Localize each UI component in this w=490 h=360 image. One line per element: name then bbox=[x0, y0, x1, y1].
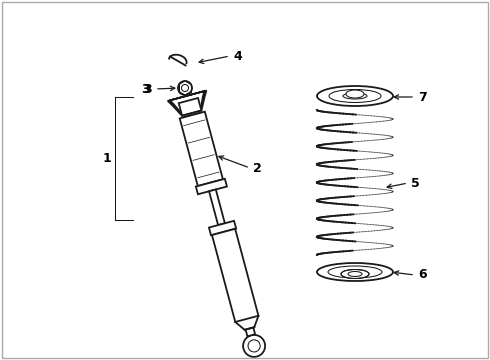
Ellipse shape bbox=[346, 90, 364, 98]
Polygon shape bbox=[209, 221, 236, 235]
Text: 2: 2 bbox=[253, 162, 262, 175]
Polygon shape bbox=[209, 189, 225, 225]
Ellipse shape bbox=[317, 86, 393, 106]
Polygon shape bbox=[196, 179, 227, 194]
Ellipse shape bbox=[317, 263, 393, 281]
Polygon shape bbox=[168, 91, 206, 116]
Text: 3: 3 bbox=[142, 82, 150, 95]
Circle shape bbox=[178, 81, 192, 95]
Text: 4: 4 bbox=[233, 50, 242, 63]
Circle shape bbox=[243, 335, 265, 357]
Text: 3: 3 bbox=[144, 82, 152, 95]
Text: 6: 6 bbox=[418, 269, 427, 282]
Polygon shape bbox=[184, 111, 200, 117]
Text: 1: 1 bbox=[102, 152, 111, 165]
Polygon shape bbox=[212, 229, 258, 322]
Polygon shape bbox=[179, 98, 201, 116]
Ellipse shape bbox=[341, 270, 369, 279]
Polygon shape bbox=[245, 328, 255, 336]
Polygon shape bbox=[180, 112, 223, 186]
Text: 5: 5 bbox=[411, 176, 420, 189]
Text: 7: 7 bbox=[418, 90, 427, 104]
